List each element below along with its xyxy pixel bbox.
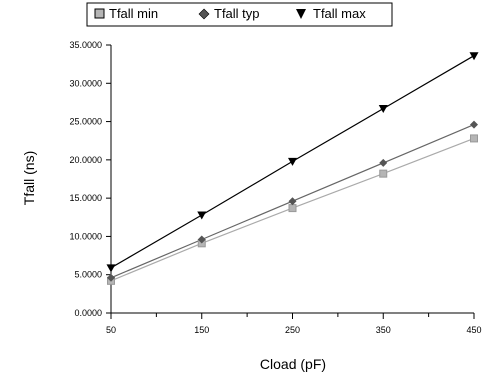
legend-label-min: Tfall min	[109, 6, 158, 21]
data-point-typ	[470, 120, 478, 129]
x-tick-label: 350	[376, 325, 391, 335]
x-tick-label: 450	[466, 325, 481, 335]
y-tick-label: 25.0000	[69, 117, 102, 127]
data-point-typ	[288, 197, 297, 206]
data-point-max	[378, 105, 388, 114]
legend-triangle-marker-icon	[296, 9, 306, 19]
data-point-min	[379, 169, 388, 178]
x-tick-label: 150	[194, 325, 209, 335]
data-point-max	[197, 211, 207, 220]
x-tick-label: 50	[106, 325, 116, 335]
y-tick-label: 20.0000	[69, 155, 102, 165]
data-point-min	[288, 204, 297, 213]
y-tick-label: 5.0000	[74, 270, 102, 280]
data-point-max	[288, 157, 297, 166]
data-point-min	[470, 134, 478, 143]
y-ticks: 0.0000 5.0000 10.0000 15.0000 20.0000 25.0000…	[69, 40, 111, 318]
axes	[110, 45, 474, 314]
legend: Tfall min Tfall typ Tfall max	[86, 2, 393, 27]
legend-item-max: Tfall max	[296, 6, 366, 21]
data-point-max	[106, 264, 116, 273]
legend-label-typ: Tfall typ	[214, 6, 260, 21]
legend-label-max: Tfall max	[313, 6, 366, 21]
data-point-max	[469, 52, 479, 61]
legend-square-marker-icon	[94, 8, 105, 19]
legend-item-typ: Tfall typ	[198, 6, 260, 21]
legend-item-min: Tfall min	[94, 6, 158, 21]
x-tick-label: 250	[285, 325, 300, 335]
legend-diamond-marker-icon	[198, 8, 210, 20]
data-point-typ	[107, 273, 115, 282]
x-ticks: 50 150 250 350 450	[106, 313, 482, 335]
y-tick-label: 30.0000	[69, 78, 102, 88]
data-point-typ	[379, 158, 388, 167]
y-tick-label: 35.0000	[69, 40, 102, 50]
y-tick-label: 0.0000	[74, 308, 102, 318]
x-axis-title: Cload (pF)	[260, 356, 326, 372]
series-lines	[110, 55, 475, 282]
y-tick-label: 10.0000	[69, 231, 102, 241]
legend-box	[86, 2, 393, 27]
y-axis-title: Tfall (ns)	[21, 151, 37, 205]
series-markers	[106, 52, 479, 285]
y-tick-label: 15.0000	[69, 193, 102, 203]
data-point-typ	[197, 235, 206, 244]
